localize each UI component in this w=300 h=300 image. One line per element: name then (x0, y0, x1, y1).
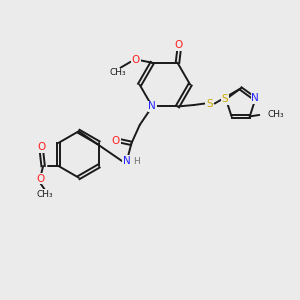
Text: S: S (206, 98, 213, 109)
Text: CH₃: CH₃ (109, 68, 126, 77)
Text: CH₃: CH₃ (36, 190, 52, 199)
Text: O: O (37, 173, 45, 184)
Text: O: O (132, 56, 140, 65)
Text: N: N (123, 156, 130, 166)
Text: O: O (175, 40, 183, 50)
Text: O: O (112, 136, 120, 146)
Text: H: H (133, 157, 140, 166)
Text: CH₃: CH₃ (267, 110, 284, 119)
Text: N: N (251, 93, 259, 103)
Text: S: S (222, 94, 228, 104)
Text: O: O (38, 142, 46, 152)
Text: N: N (148, 101, 156, 112)
